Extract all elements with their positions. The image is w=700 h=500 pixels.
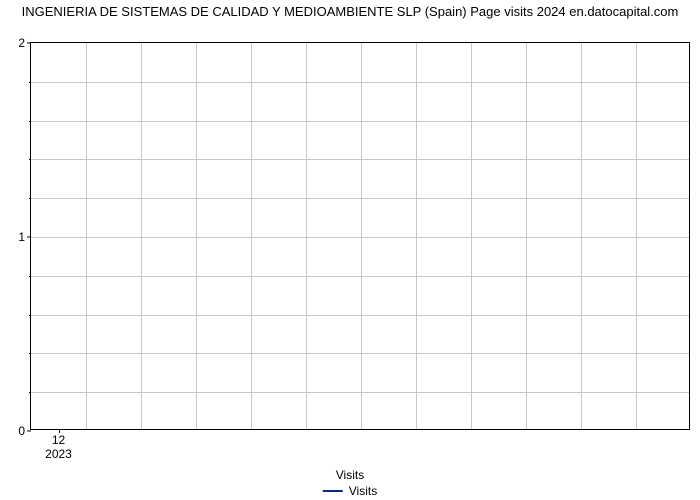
grid-line-horizontal: [31, 392, 689, 393]
y-minor-tick: [29, 353, 31, 354]
y-minor-tick: [29, 159, 31, 160]
chart-title: INGENIERIA DE SISTEMAS DE CALIDAD Y MEDI…: [0, 4, 700, 20]
grid-line-horizontal: [31, 237, 689, 238]
y-minor-tick: [29, 276, 31, 277]
legend-swatch: [323, 490, 343, 492]
grid-line-vertical: [86, 43, 87, 429]
y-minor-tick: [29, 198, 31, 199]
y-minor-tick: [29, 392, 31, 393]
x-axis-label: Visits: [336, 468, 364, 482]
grid-line-vertical: [306, 43, 307, 429]
y-minor-tick: [29, 82, 31, 83]
y-major-tick: [27, 237, 31, 238]
grid-line-vertical: [361, 43, 362, 429]
x-tick-label: 12: [52, 433, 65, 447]
grid-line-vertical: [581, 43, 582, 429]
x-year-label: 2023: [45, 447, 72, 461]
grid-line-vertical: [141, 43, 142, 429]
y-minor-tick: [29, 121, 31, 122]
grid-line-vertical: [526, 43, 527, 429]
grid-line-vertical: [251, 43, 252, 429]
y-major-tick: [27, 431, 31, 432]
legend-label: Visits: [349, 484, 377, 498]
grid-line-vertical: [636, 43, 637, 429]
grid-line-horizontal: [31, 82, 689, 83]
grid-line-horizontal: [31, 276, 689, 277]
y-tick-label: 1: [18, 230, 25, 244]
legend: Visits: [323, 484, 377, 498]
grid-line-horizontal: [31, 315, 689, 316]
chart-container: INGENIERIA DE SISTEMAS DE CALIDAD Y MEDI…: [0, 0, 700, 500]
grid-line-horizontal: [31, 159, 689, 160]
grid-line-horizontal: [31, 353, 689, 354]
grid-line-vertical: [196, 43, 197, 429]
grid-line-horizontal: [31, 198, 689, 199]
grid-line-horizontal: [31, 121, 689, 122]
y-minor-tick: [29, 315, 31, 316]
y-tick-label: 2: [18, 36, 25, 50]
grid-line-vertical: [471, 43, 472, 429]
y-major-tick: [27, 43, 31, 44]
y-tick-label: 0: [18, 424, 25, 438]
plot-area: 012122023: [30, 42, 690, 430]
grid-line-vertical: [416, 43, 417, 429]
